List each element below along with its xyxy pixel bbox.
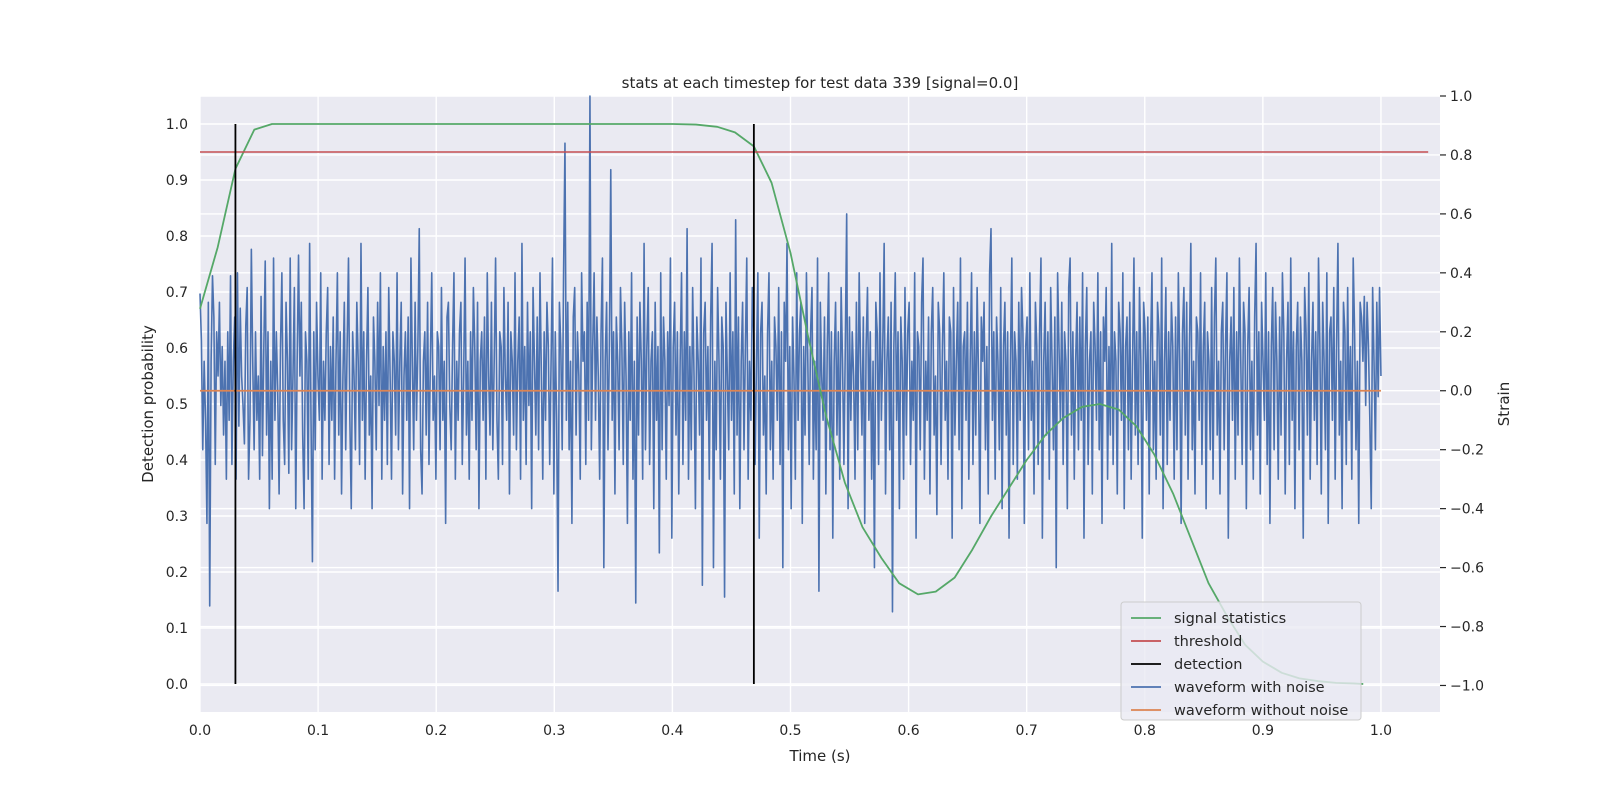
y-tick-label-right: 1.0 — [1450, 89, 1472, 105]
x-tick-label: 0.6 — [897, 723, 919, 739]
y-tick-label-left: 0.7 — [166, 285, 188, 301]
legend-label: waveform without noise — [1174, 703, 1348, 719]
series-waveform-with-noise — [199, 95, 1382, 613]
y-tick-label-right: 0.6 — [1450, 207, 1472, 223]
chart-title: stats at each timestep for test data 339… — [622, 74, 1019, 92]
legend-box — [1120, 601, 1362, 721]
x-tick-label: 0.4 — [661, 723, 683, 739]
x-tick-label: 1.0 — [1370, 723, 1392, 739]
x-tick-label: 0.9 — [1252, 723, 1274, 739]
y-tick-label-left: 1.0 — [166, 117, 188, 133]
x-tick-label: 0.7 — [1016, 723, 1038, 739]
x-tick-label: 0.0 — [189, 723, 211, 739]
y-tick-label-right: −0.6 — [1450, 561, 1484, 577]
legend-label: waveform with noise — [1174, 680, 1325, 696]
y-tick-label-left: 0.0 — [166, 677, 188, 693]
legend-label: signal statistics — [1174, 611, 1286, 627]
x-axis-title: Time (s) — [789, 747, 851, 765]
y-tick-label-right: 0.0 — [1450, 384, 1472, 400]
y-tick-label-left: 0.4 — [166, 453, 188, 469]
legend: signal statistics threshold detection wavef… — [1120, 601, 1362, 721]
y-axis-title-left: Detection probability — [139, 325, 157, 483]
y-tick-label-right: −0.2 — [1450, 443, 1484, 459]
y-tick-label-left: 0.9 — [166, 173, 188, 189]
y-tick-label-right: −0.8 — [1450, 620, 1484, 636]
y-axis-title-right: Strain — [1495, 382, 1513, 426]
x-tick-label: 0.2 — [425, 723, 447, 739]
legend-label: detection — [1174, 657, 1242, 673]
x-tick-label: 0.5 — [779, 723, 801, 739]
y-tick-label-left: 0.8 — [166, 229, 188, 245]
x-tick-label: 0.1 — [307, 723, 329, 739]
y-tick-label-right: 0.8 — [1450, 148, 1472, 164]
y-tick-label-left: 0.2 — [166, 565, 188, 581]
legend-label: threshold — [1174, 634, 1242, 650]
legend-entries: signal statistics threshold detection wavef… — [1131, 611, 1348, 719]
x-tick-label: 0.8 — [1134, 723, 1156, 739]
plot-series — [199, 95, 1429, 685]
axis-ticks: 0.0 0.1 0.2 0.3 0.4 0.5 0.6 0.7 0.8 0.9 1.0 0.0 0.1 0… — [166, 89, 1484, 739]
y-tick-label-right: −1.0 — [1450, 678, 1484, 694]
x-tick-label: 0.3 — [543, 723, 565, 739]
y-tick-label-left: 0.1 — [166, 621, 188, 637]
y-tick-label-left: 0.5 — [166, 397, 188, 413]
y-tick-label-left: 0.6 — [166, 341, 188, 357]
y-tick-label-right: 0.4 — [1450, 266, 1472, 282]
y-tick-label-right: −0.4 — [1450, 502, 1484, 518]
y-tick-label-left: 0.3 — [166, 509, 188, 525]
y-tick-label-right: 0.2 — [1450, 325, 1472, 341]
